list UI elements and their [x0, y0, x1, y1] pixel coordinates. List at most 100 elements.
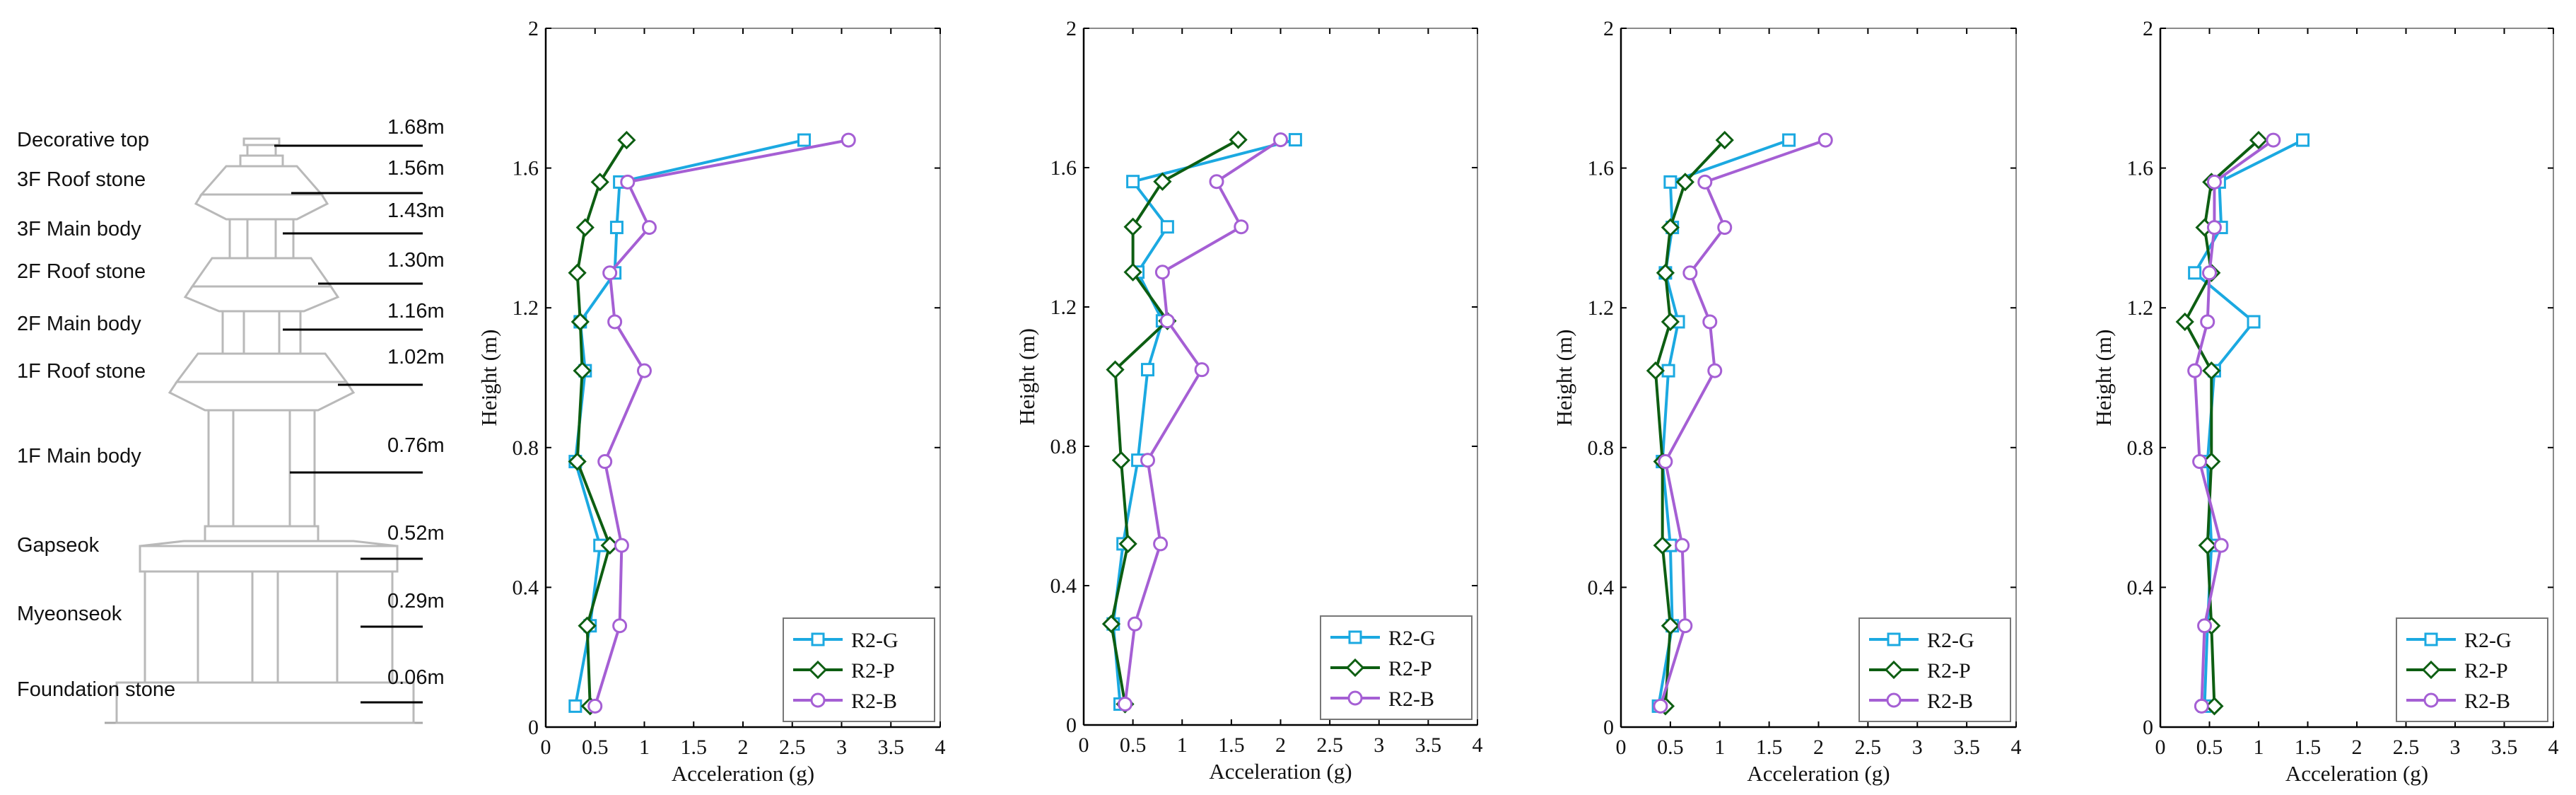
data-point: [1682, 265, 1698, 281]
data-point: [1127, 616, 1142, 632]
data-point: [1153, 172, 1172, 191]
data-point: [1661, 616, 1680, 635]
x-tick-label: 3: [836, 736, 847, 759]
2f-roof-stone-shape: [183, 285, 340, 313]
y-tick-label: 0.4: [513, 576, 539, 599]
pagoda-height-label: 1.30m: [387, 249, 445, 272]
data-point: [1273, 132, 1288, 148]
y-axis-title: Height (m): [2091, 330, 2116, 426]
data-point: [1117, 696, 1132, 712]
data-point: [641, 220, 657, 236]
y-tick-label: 1.2: [1588, 296, 1615, 320]
series-r2-p: [1101, 130, 1248, 714]
pagoda-level-name: 2F Roof stone: [17, 260, 146, 283]
data-point: [1209, 174, 1224, 190]
x-tick-label: 0: [1616, 736, 1627, 759]
data-point: [1886, 692, 1902, 708]
3f-main-body-shape: [228, 218, 295, 260]
data-point: [2175, 312, 2194, 332]
data-point: [2192, 454, 2208, 470]
series-line: [573, 139, 804, 707]
y-tick-label: 2: [528, 17, 539, 40]
x-tick-label: 2: [738, 736, 749, 759]
series-r2-b: [2187, 132, 2281, 714]
pagoda-level-name: 3F Roof stone: [17, 168, 146, 191]
data-point: [2205, 697, 2224, 716]
x-tick-label: 1: [639, 736, 650, 759]
chart-panel-3: 0 0.5 1 1.5 2 2.5 3 3.5 400.40.81.21.62Accelerat…: [1552, 17, 2022, 786]
data-point: [841, 132, 856, 148]
data-point: [2249, 130, 2268, 150]
series-r2-b: [587, 132, 856, 714]
data-point: [1658, 454, 1673, 470]
pagoda-height-label: 1.16m: [387, 300, 445, 323]
pagoda-height-label: 1.43m: [387, 199, 445, 222]
series-line: [2193, 139, 2275, 707]
legend-label: R2-P: [1388, 657, 1432, 680]
data-point: [607, 314, 623, 330]
data-point: [1160, 220, 1174, 234]
x-tick-label: 1: [1714, 736, 1725, 759]
1f-roof-stone-shape: [168, 381, 356, 412]
data-point: [1707, 363, 1723, 378]
x-tick-label: 2: [2352, 736, 2363, 759]
pagoda-level-name: Foundation stone: [17, 678, 175, 701]
x-tick-label: 3: [1912, 736, 1923, 759]
pagoda-level-name: Gapseok: [17, 534, 100, 557]
data-point: [2200, 314, 2215, 330]
data-point: [568, 263, 587, 282]
x-tick-label: 1.5: [1218, 733, 1245, 757]
myeonseok-shape: [144, 570, 394, 684]
data-point: [1123, 262, 1142, 282]
data-point: [810, 692, 826, 708]
data-point: [1141, 363, 1155, 377]
data-point: [1678, 618, 1693, 634]
x-tick-label: 1.5: [2295, 736, 2322, 759]
y-tick-label: 2: [1066, 17, 1077, 40]
data-point: [1663, 175, 1678, 189]
3f-roof-stone-shape: [194, 193, 329, 221]
x-tick-label: 0: [1079, 733, 1089, 757]
data-point: [1661, 312, 1680, 332]
y-tick-label: 1.6: [2127, 157, 2154, 180]
data-point: [1140, 453, 1156, 468]
y-tick-label: 0.8: [1588, 436, 1615, 460]
series-r2-p: [568, 130, 636, 716]
y-tick-label: 0.4: [2127, 576, 2154, 599]
data-point: [2187, 363, 2203, 378]
data-point: [597, 454, 613, 470]
x-tick-label: 1: [2254, 736, 2264, 759]
series-line: [2183, 139, 2260, 707]
x-axis-title: Acceleration (g): [672, 761, 814, 786]
y-tick-label: 1.6: [1050, 156, 1077, 180]
data-point: [1653, 535, 1672, 555]
y-tick-label: 0: [1066, 714, 1077, 737]
data-point: [568, 699, 582, 713]
x-tick-label: 0.5: [1657, 736, 1684, 759]
data-point: [2296, 133, 2310, 147]
data-point: [2424, 632, 2438, 646]
data-point: [1656, 263, 1675, 282]
x-tick-label: 2: [1813, 736, 1824, 759]
y-axis-title: Height (m): [1014, 328, 1039, 425]
data-point: [1118, 534, 1137, 554]
y-axis-title: Height (m): [476, 330, 501, 426]
x-tick-label: 4: [1473, 733, 1483, 757]
y-tick-label: 1.2: [2127, 296, 2154, 320]
pagoda-height-label: 0.76m: [387, 434, 445, 457]
x-tick-label: 3.5: [2491, 736, 2518, 759]
pagoda-level-name: Myeonseok: [17, 603, 122, 625]
pagoda-level-name: 1F Roof stone: [17, 360, 146, 383]
x-tick-label: 2.5: [1855, 736, 1882, 759]
x-tick-label: 3: [1374, 733, 1384, 757]
legend-label: R2-B: [2464, 690, 2510, 713]
y-tick-label: 0: [1603, 716, 1614, 739]
data-point: [573, 361, 592, 381]
series-line: [575, 139, 628, 707]
x-axis-title: Acceleration (g): [1747, 761, 1890, 786]
data-point: [1646, 361, 1665, 381]
data-point: [1348, 630, 1362, 644]
y-tick-label: 1.6: [513, 157, 539, 180]
y-tick-label: 1.2: [513, 296, 539, 320]
data-point: [1101, 615, 1121, 634]
